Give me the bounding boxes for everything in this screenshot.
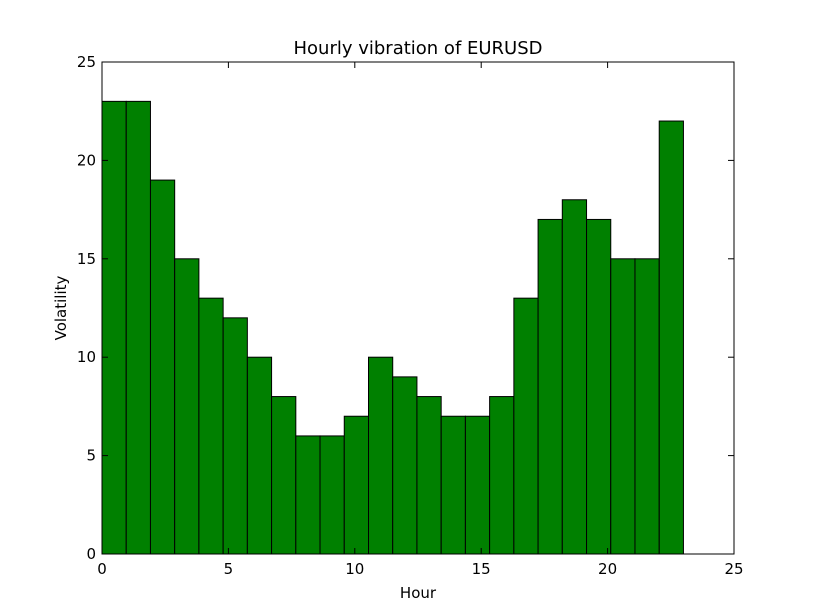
bar-6	[246, 356, 273, 555]
x-tick-label-25: 25	[724, 560, 743, 578]
bar-23	[658, 120, 684, 555]
y-tick-label-5: 5	[86, 447, 96, 465]
bar-16	[489, 396, 515, 555]
y-axis-label: Volatility	[52, 275, 70, 340]
bar-22	[634, 258, 660, 555]
bar-11	[368, 356, 394, 555]
bar-10	[343, 415, 370, 555]
bar-17	[513, 297, 539, 555]
bars-group	[101, 100, 684, 555]
bar-18	[537, 218, 563, 555]
bar-7	[271, 396, 297, 555]
bar-14	[440, 415, 466, 555]
y-tick-label-15: 15	[77, 250, 96, 268]
bar-2	[149, 179, 176, 555]
bar-19	[561, 199, 588, 555]
bar-12	[392, 376, 418, 555]
x-tick-label-5: 5	[224, 560, 234, 578]
bar-0	[101, 100, 127, 555]
y-tick-label-0: 0	[86, 545, 96, 563]
chart-title: Hourly vibration of EURUSD	[293, 38, 542, 59]
bar-21	[610, 258, 636, 555]
plot-frame	[101, 61, 735, 555]
bar-13	[416, 396, 442, 555]
bar-1	[125, 100, 151, 555]
bar-4	[198, 297, 224, 555]
y-tick-label-10: 10	[77, 348, 96, 366]
y-tick-label-25: 25	[77, 53, 96, 71]
x-tick-label-0: 0	[97, 560, 107, 578]
y-tick-label-20: 20	[77, 151, 96, 169]
x-tick-label-15: 15	[472, 560, 491, 578]
x-tick-label-10: 10	[345, 560, 364, 578]
x-axis-label: Hour	[400, 584, 437, 602]
bar-9	[319, 435, 345, 555]
bar-5	[222, 317, 248, 555]
x-tick-label-20: 20	[598, 560, 617, 578]
bar-15	[464, 415, 491, 555]
bar-8	[295, 435, 321, 555]
bar-3	[174, 258, 200, 555]
bar-20	[586, 218, 612, 555]
